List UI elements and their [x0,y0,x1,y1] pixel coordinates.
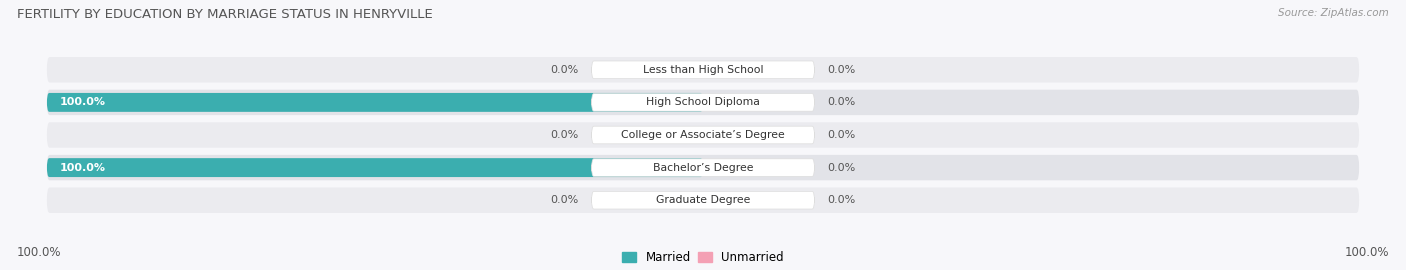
FancyBboxPatch shape [592,94,814,111]
FancyBboxPatch shape [46,122,1360,148]
Text: FERTILITY BY EDUCATION BY MARRIAGE STATUS IN HENRYVILLE: FERTILITY BY EDUCATION BY MARRIAGE STATU… [17,8,433,21]
Text: 0.0%: 0.0% [828,65,856,75]
FancyBboxPatch shape [592,126,814,144]
Text: 100.0%: 100.0% [60,163,105,173]
FancyBboxPatch shape [46,187,1360,213]
Text: 0.0%: 0.0% [550,130,578,140]
Text: 0.0%: 0.0% [828,195,856,205]
Text: Less than High School: Less than High School [643,65,763,75]
Legend: Married, Unmarried: Married, Unmarried [621,251,785,264]
Text: 0.0%: 0.0% [828,163,856,173]
Text: 0.0%: 0.0% [550,195,578,205]
FancyBboxPatch shape [592,191,814,209]
Text: Bachelor’s Degree: Bachelor’s Degree [652,163,754,173]
FancyBboxPatch shape [46,90,1360,115]
Text: 0.0%: 0.0% [828,130,856,140]
Text: 0.0%: 0.0% [828,97,856,107]
Text: 100.0%: 100.0% [60,97,105,107]
FancyBboxPatch shape [592,61,814,79]
Text: High School Diploma: High School Diploma [647,97,759,107]
Text: 100.0%: 100.0% [17,246,62,259]
Text: Source: ZipAtlas.com: Source: ZipAtlas.com [1278,8,1389,18]
Text: 0.0%: 0.0% [550,65,578,75]
Text: 100.0%: 100.0% [1344,246,1389,259]
FancyBboxPatch shape [46,57,1360,83]
FancyBboxPatch shape [46,155,1360,180]
Text: Graduate Degree: Graduate Degree [655,195,751,205]
Text: College or Associate’s Degree: College or Associate’s Degree [621,130,785,140]
FancyBboxPatch shape [592,159,814,176]
FancyBboxPatch shape [46,158,703,177]
FancyBboxPatch shape [46,93,703,112]
